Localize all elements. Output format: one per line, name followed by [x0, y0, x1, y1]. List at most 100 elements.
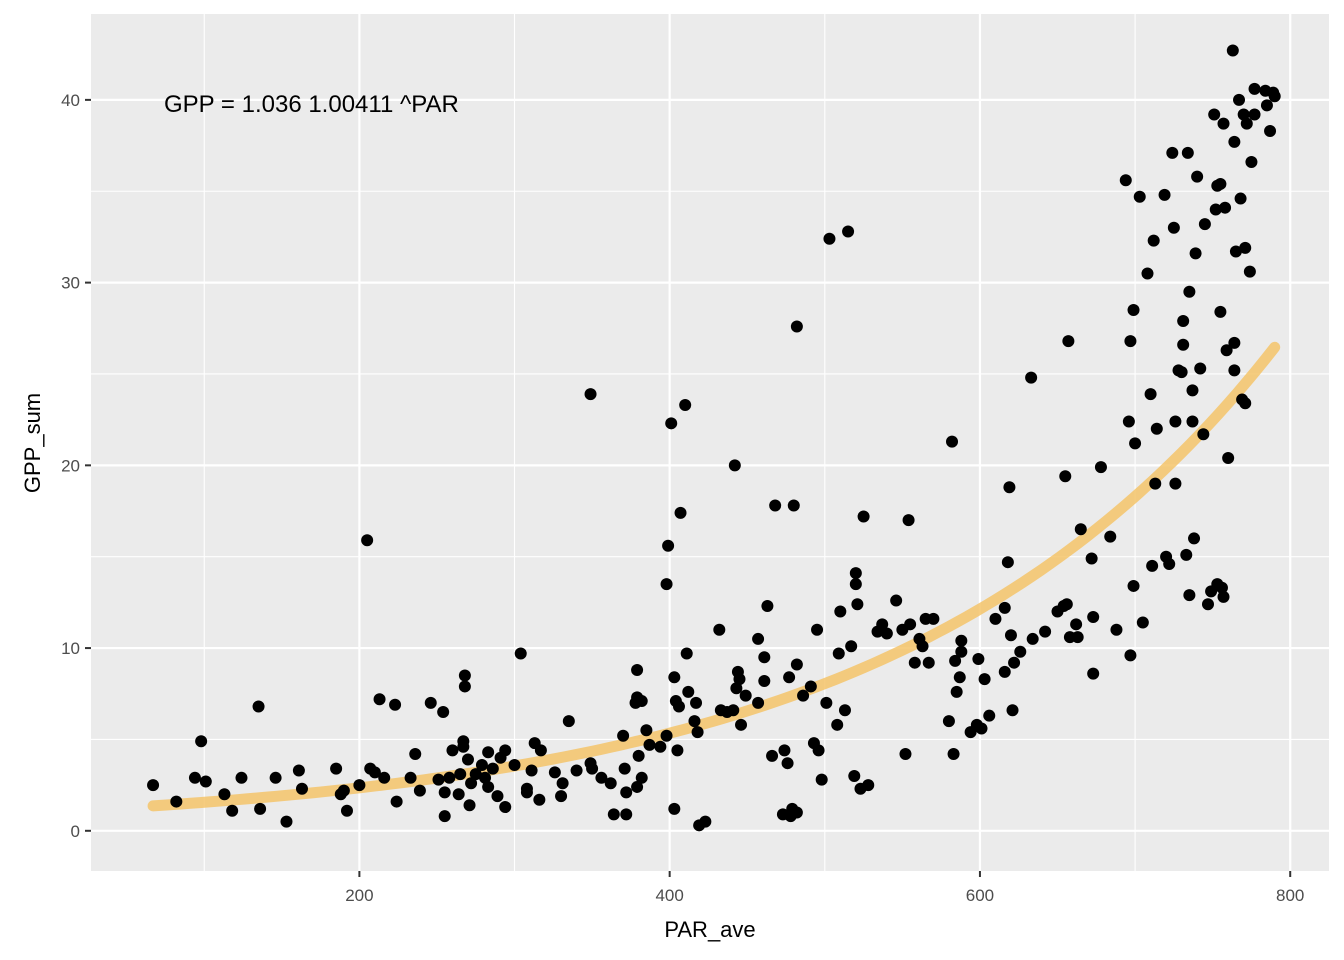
- data-point: [520, 786, 533, 799]
- data-point: [1188, 532, 1201, 545]
- data-point: [1085, 552, 1098, 565]
- y-axis-ticks: 0 10 20 30 40: [61, 91, 91, 841]
- data-point: [1175, 366, 1188, 379]
- data-point: [1214, 305, 1227, 318]
- data-point: [1003, 481, 1016, 494]
- data-point: [1180, 548, 1193, 561]
- data-point: [955, 634, 968, 647]
- data-point: [635, 695, 648, 708]
- data-point: [1147, 234, 1160, 247]
- data-point: [1150, 422, 1163, 435]
- data-point: [1189, 247, 1202, 260]
- data-point: [469, 768, 482, 781]
- data-point: [787, 499, 800, 512]
- data-point: [1237, 108, 1250, 121]
- data-point: [607, 808, 620, 821]
- data-point: [766, 749, 779, 762]
- data-point: [660, 729, 673, 742]
- data-point: [295, 782, 308, 795]
- data-point: [533, 793, 546, 806]
- data-point: [998, 601, 1011, 614]
- data-point: [769, 499, 782, 512]
- data-point: [815, 773, 828, 786]
- data-point: [1240, 117, 1253, 130]
- data-point: [475, 759, 488, 772]
- data-point: [254, 802, 267, 815]
- data-point: [1183, 285, 1196, 298]
- data-point: [631, 780, 644, 793]
- data-point: [252, 700, 265, 713]
- data-point: [862, 779, 875, 792]
- data-point: [226, 804, 239, 817]
- data-point: [525, 764, 538, 777]
- data-point: [443, 771, 456, 784]
- data-point: [989, 612, 1002, 625]
- data-point: [660, 578, 673, 591]
- data-point: [404, 771, 417, 784]
- data-point: [1169, 415, 1182, 428]
- data-point: [409, 748, 422, 761]
- data-point: [680, 647, 693, 660]
- data-point: [972, 653, 985, 666]
- data-point: [446, 744, 459, 757]
- data-point: [1198, 218, 1211, 231]
- data-point: [690, 696, 703, 709]
- data-point: [1127, 304, 1140, 317]
- data-point: [508, 759, 521, 772]
- data-point: [820, 696, 833, 709]
- data-point: [733, 673, 746, 686]
- data-point: [728, 459, 741, 472]
- data-point: [691, 726, 704, 739]
- data-point: [654, 740, 667, 753]
- data-point: [620, 786, 633, 799]
- data-point: [688, 715, 701, 728]
- data-point: [998, 665, 1011, 678]
- data-point: [1264, 124, 1277, 137]
- data-point: [269, 771, 282, 784]
- data-point: [482, 780, 495, 793]
- data-point: [1239, 241, 1252, 254]
- data-point: [556, 777, 569, 790]
- data-point: [188, 771, 201, 784]
- data-point: [849, 567, 862, 580]
- data-point: [1177, 314, 1190, 327]
- data-point: [1186, 415, 1199, 428]
- data-point: [1260, 99, 1273, 112]
- data-point: [1219, 201, 1232, 214]
- data-point: [1194, 362, 1207, 375]
- data-point: [916, 640, 929, 653]
- data-point: [1146, 559, 1159, 572]
- plot-panel: [91, 14, 1329, 871]
- data-point: [812, 744, 825, 757]
- x-tick-label: 600: [966, 886, 994, 905]
- y-tick-label: 20: [61, 456, 80, 475]
- data-point: [499, 801, 512, 814]
- data-point: [1208, 108, 1221, 121]
- data-point: [1197, 428, 1210, 441]
- data-point: [790, 806, 803, 819]
- data-point: [432, 773, 445, 786]
- data-point: [438, 810, 451, 823]
- data-point: [631, 663, 644, 676]
- data-point: [1006, 704, 1019, 717]
- data-point: [890, 594, 903, 607]
- data-point: [842, 225, 855, 238]
- data-point: [604, 777, 617, 790]
- data-point: [946, 435, 959, 448]
- minor-gridlines: [91, 14, 1329, 871]
- data-point: [1186, 384, 1199, 397]
- data-point: [790, 658, 803, 671]
- data-point: [662, 539, 675, 552]
- data-point: [1104, 530, 1117, 543]
- data-point: [1144, 388, 1157, 401]
- data-point: [378, 771, 391, 784]
- data-point: [1071, 631, 1084, 644]
- data-point: [437, 706, 450, 719]
- data-point: [1087, 667, 1100, 680]
- data-point: [899, 748, 912, 761]
- data-point: [617, 729, 630, 742]
- data-point: [1158, 188, 1171, 201]
- data-point: [640, 724, 653, 737]
- data-point: [1169, 477, 1182, 490]
